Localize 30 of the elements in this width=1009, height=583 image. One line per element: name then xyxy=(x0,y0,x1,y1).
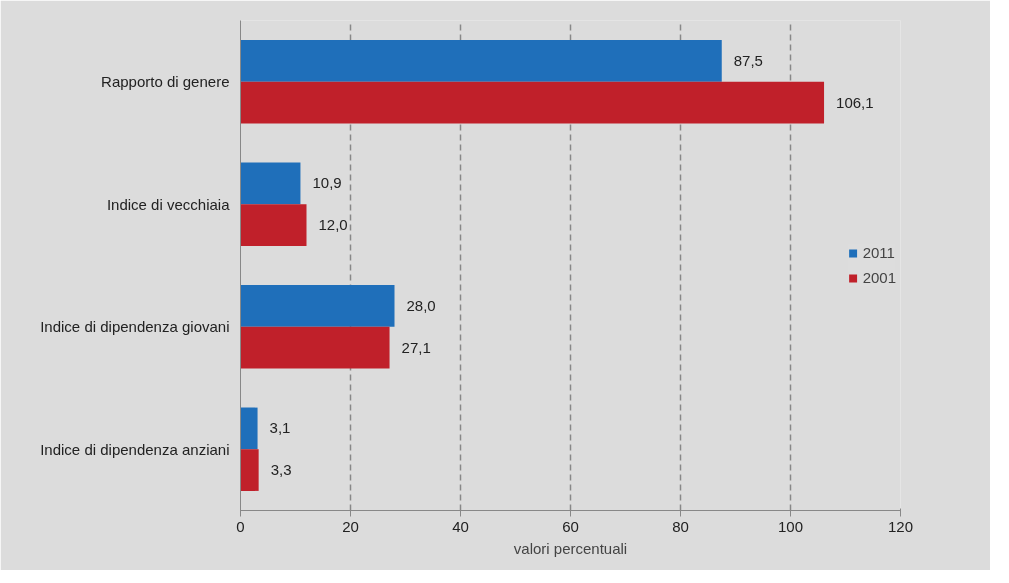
x-tick-label: 40 xyxy=(452,517,469,535)
bar xyxy=(240,81,825,124)
x-tick-label: 120 xyxy=(887,517,914,535)
bar xyxy=(240,40,722,82)
bar xyxy=(240,204,307,246)
bar xyxy=(240,449,259,491)
data-label: 3,3 xyxy=(270,461,292,479)
y-tick-label: Indice di dipendenza anziani xyxy=(40,440,230,458)
legend-label: 2011 xyxy=(862,244,895,261)
legend-label: 2001 xyxy=(862,269,896,286)
y-tick-label: Rapporto di genere xyxy=(101,73,230,91)
x-axis-title: valori percentuali xyxy=(513,539,628,557)
x-tick-label: 80 xyxy=(672,517,689,535)
x-tick-label: 60 xyxy=(562,517,579,535)
data-label: 28,0 xyxy=(406,296,436,314)
bar xyxy=(240,326,390,369)
data-label: 106,1 xyxy=(836,93,874,111)
x-tick-label: 20 xyxy=(342,517,359,535)
data-label: 10,9 xyxy=(312,174,342,192)
bar xyxy=(240,285,395,327)
bar xyxy=(240,162,301,205)
bar xyxy=(240,407,258,450)
data-label: 87,5 xyxy=(733,51,763,69)
y-tick-label: Indice di dipendenza giovani xyxy=(40,318,230,336)
data-label: 3,1 xyxy=(269,419,291,437)
x-tick-label: 100 xyxy=(777,517,804,535)
data-label: 12,0 xyxy=(318,216,348,234)
y-tick-label: Indice di vecchiaia xyxy=(106,195,231,213)
x-tick-label: 0 xyxy=(236,517,245,535)
data-label: 27,1 xyxy=(401,338,431,356)
